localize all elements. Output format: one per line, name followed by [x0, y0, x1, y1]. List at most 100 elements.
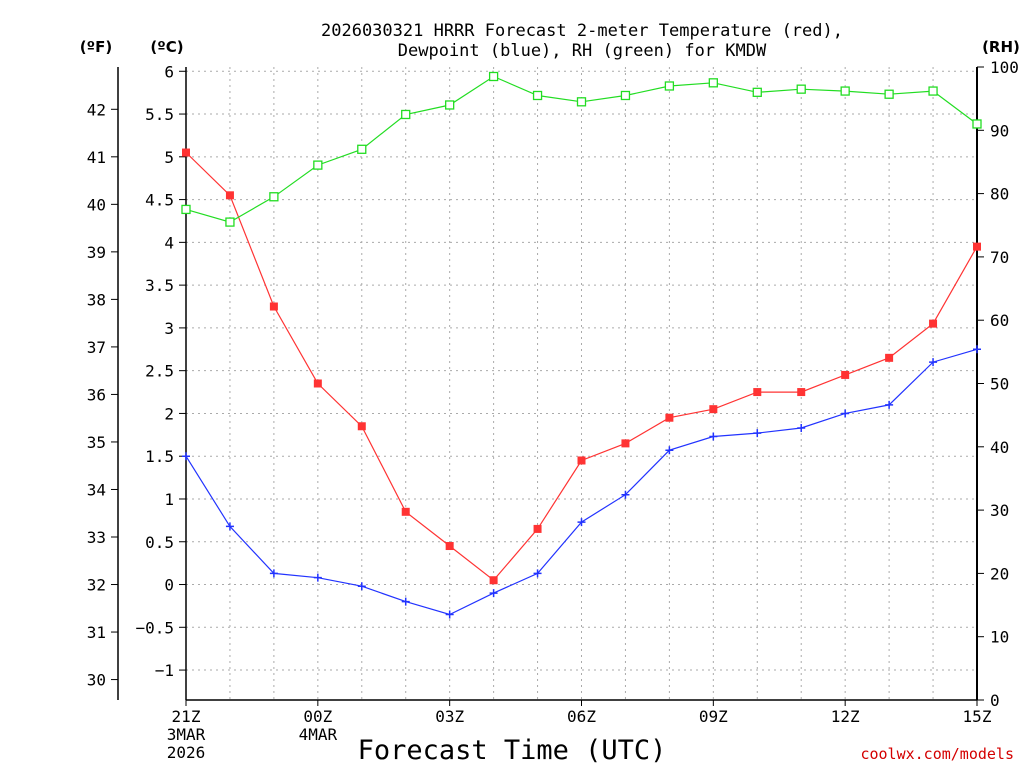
celsius-tick-label: 0 [164, 576, 174, 595]
fahrenheit-tick-label: 32 [87, 576, 106, 595]
temperature-line [185, 152, 978, 582]
axes: −1 −0.5 0 0.5 1 1.5 2 2.5 3 3.5 4 4.5 5 5.5 6 30 31 32 33 3… [87, 58, 1019, 762]
chart-title-line1: 2026030321 HRRR Forecast 2-meter Tempera… [321, 21, 843, 41]
temperature-point [533, 524, 542, 533]
dewpoint-point [489, 589, 498, 598]
temperature-point [489, 576, 498, 585]
rh-point [972, 119, 982, 129]
fahrenheit-tick-label: 37 [87, 338, 106, 357]
celsius-tick-label: 6 [164, 62, 174, 81]
rh-point [796, 84, 806, 94]
fahrenheit-unit-label: (ºF) [80, 38, 112, 56]
celsius-tick-label: 1 [164, 490, 174, 509]
rh-point [532, 90, 543, 101]
dewpoint-point [445, 610, 454, 619]
temperature-point [621, 439, 630, 448]
dewpoint-point [885, 400, 894, 409]
rh-point [401, 109, 411, 120]
fahrenheit-tick-label: 30 [87, 671, 106, 690]
celsius-tick-label: 5 [164, 148, 174, 167]
temperature-point [313, 379, 322, 388]
fahrenheit-tick-label: 38 [87, 290, 106, 309]
x-tick-label: 21Z [172, 707, 201, 726]
temperature-point [182, 148, 190, 157]
dewpoint-point [313, 573, 322, 582]
celsius-unit-label: (ºC) [150, 38, 183, 56]
celsius-tick-label: 2 [164, 404, 174, 423]
fahrenheit-tick-label: 31 [87, 623, 106, 642]
dewpoint-point [182, 452, 190, 461]
grid-lines [186, 67, 977, 700]
series-layer [181, 71, 982, 619]
temperature-point [797, 388, 806, 397]
temperature-point [753, 388, 762, 397]
rh-point [884, 89, 894, 99]
temperature-point [357, 422, 366, 431]
x-tick-label: 09Z [699, 707, 728, 726]
rh-tick-label: 70 [990, 248, 1009, 267]
rh-point [269, 192, 279, 202]
x-date-label: 4MAR [299, 725, 338, 744]
celsius-tick-label: 4.5 [145, 191, 174, 210]
dewpoint-point [401, 597, 410, 606]
temperature-point [709, 405, 718, 414]
fahrenheit-tick-label: 39 [87, 243, 106, 262]
x-tick-label: 00Z [303, 707, 332, 726]
rh-point [752, 87, 762, 97]
fahrenheit-tick-label: 34 [87, 480, 106, 499]
rh-tick-label: 50 [990, 375, 1009, 394]
rh-unit-label: (RH) [982, 38, 1020, 56]
temperature-point [577, 456, 586, 465]
dewpoint-point [841, 409, 850, 418]
dewpoint-point [753, 429, 762, 438]
dewpoint-point [269, 569, 278, 578]
celsius-tick-label: 0.5 [145, 533, 174, 552]
dewpoint-point [357, 582, 366, 591]
rh-point [181, 204, 191, 215]
fahrenheit-tick-label: 40 [87, 195, 106, 214]
fahrenheit-tick-label: 42 [87, 100, 106, 119]
rh-tick-label: 0 [990, 691, 1000, 710]
dewpoint-point [533, 569, 542, 578]
rh-tick-label: 60 [990, 311, 1009, 330]
temperature-point [885, 353, 894, 362]
dewpoint-point [929, 358, 938, 367]
dewpoint-point [621, 490, 630, 499]
rh-tick-label: 10 [990, 628, 1009, 647]
celsius-tick-label: 2.5 [145, 362, 174, 381]
temperature-point [401, 507, 410, 516]
celsius-tick-label: −1 [155, 661, 174, 680]
rh-point [225, 217, 235, 227]
x-tick-label: 15Z [963, 707, 992, 726]
rh-point [928, 86, 938, 96]
rh-point [445, 100, 455, 110]
rh-point [313, 160, 323, 170]
temperature-point [269, 302, 278, 311]
dewpoint-point [797, 423, 806, 432]
credit-text: coolwx.com/models [860, 745, 1014, 763]
rh-tick-label: 80 [990, 185, 1009, 204]
x-tick-label: 06Z [567, 707, 596, 726]
rh-point [357, 144, 367, 154]
rh-point [840, 86, 850, 96]
fahrenheit-tick-label: 33 [87, 528, 106, 547]
rh-tick-label: 90 [990, 121, 1009, 140]
rh-point [664, 81, 675, 91]
celsius-tick-label: 5.5 [145, 105, 174, 124]
x-tick-label: 03Z [435, 707, 464, 726]
celsius-tick-label: −0.5 [135, 618, 174, 637]
rh-tick-label: 100 [990, 58, 1019, 77]
temperature-point [665, 413, 674, 422]
rh-point [708, 78, 718, 88]
x-date-label: 3MAR [167, 725, 206, 744]
x-tick-label: 12Z [831, 707, 860, 726]
x-year-label: 2026 [167, 743, 206, 762]
rh-tick-label: 30 [990, 501, 1009, 520]
rh-tick-label: 40 [990, 438, 1009, 457]
rh-point [576, 97, 587, 107]
dewpoint-point [973, 345, 981, 354]
celsius-tick-label: 1.5 [145, 447, 174, 466]
temperature-point [225, 191, 234, 200]
fahrenheit-tick-label: 35 [87, 433, 106, 452]
